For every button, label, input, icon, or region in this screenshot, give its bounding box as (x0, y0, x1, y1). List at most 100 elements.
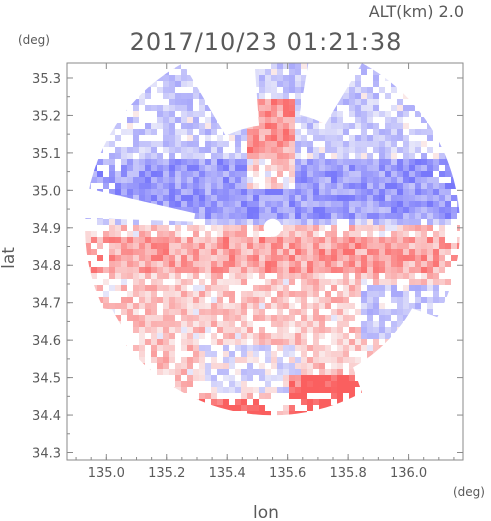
velocity-cell (433, 177, 439, 183)
velocity-cell (235, 309, 241, 315)
velocity-cell (133, 159, 139, 165)
velocity-cell (295, 219, 301, 225)
velocity-cell (343, 345, 349, 351)
velocity-cell (187, 273, 193, 279)
velocity-cell (319, 333, 325, 339)
velocity-cell (193, 261, 199, 267)
velocity-cell (91, 375, 97, 381)
velocity-cell (379, 201, 385, 207)
velocity-cell (253, 189, 259, 195)
velocity-cell (265, 189, 271, 195)
velocity-cell (151, 285, 157, 291)
velocity-cell (289, 255, 295, 261)
velocity-cell (103, 291, 109, 297)
velocity-cell (235, 87, 241, 93)
velocity-cell (319, 75, 325, 81)
velocity-cell (187, 447, 193, 453)
velocity-cell (157, 417, 163, 423)
velocity-cell (331, 381, 337, 387)
velocity-cell (415, 381, 421, 387)
velocity-cell (151, 63, 157, 69)
velocity-cell (169, 63, 175, 69)
velocity-cell (187, 189, 193, 195)
velocity-cell (211, 237, 217, 243)
velocity-cell (415, 243, 421, 249)
velocity-cell (241, 117, 247, 123)
velocity-cell (415, 417, 421, 423)
velocity-cell (193, 93, 199, 99)
velocity-cell (415, 267, 421, 273)
velocity-cell (193, 189, 199, 195)
velocity-cell (253, 429, 259, 435)
velocity-cell (109, 291, 115, 297)
velocity-cell (289, 165, 295, 171)
velocity-cell (367, 213, 373, 219)
velocity-cell (133, 63, 139, 69)
velocity-cell (301, 411, 307, 416)
velocity-cell (181, 129, 187, 135)
velocity-cell (355, 171, 361, 177)
velocity-cell (361, 345, 367, 351)
velocity-cell (319, 225, 325, 231)
velocity-cell (259, 159, 265, 165)
velocity-cell (199, 189, 205, 195)
velocity-cell (235, 399, 241, 405)
velocity-cell (241, 135, 247, 141)
velocity-cell (457, 123, 460, 129)
velocity-cell (271, 105, 277, 111)
velocity-cell (67, 357, 73, 363)
velocity-cell (109, 387, 115, 393)
velocity-cell (193, 339, 199, 345)
velocity-cell (313, 267, 319, 273)
velocity-cell (355, 207, 361, 213)
velocity-cell (169, 219, 175, 225)
velocity-cell (265, 99, 271, 105)
velocity-cell (67, 99, 73, 105)
velocity-cell (217, 423, 223, 429)
velocity-cell (103, 369, 109, 375)
velocity-cell (283, 297, 289, 303)
velocity-cell (223, 375, 229, 381)
velocity-cell (331, 99, 337, 105)
velocity-cell (271, 195, 277, 201)
velocity-cell (85, 447, 91, 453)
velocity-cell (211, 189, 217, 195)
velocity-cell (271, 93, 277, 99)
velocity-cell (175, 261, 181, 267)
velocity-cell (241, 387, 247, 393)
velocity-cell (313, 237, 319, 243)
velocity-cell (67, 105, 73, 111)
velocity-cell (325, 303, 331, 309)
velocity-cell (367, 93, 373, 99)
velocity-cell (247, 297, 253, 303)
velocity-cell (121, 105, 127, 111)
velocity-cell (271, 117, 277, 123)
velocity-cell (433, 75, 439, 81)
velocity-cell (175, 321, 181, 327)
velocity-cell (187, 105, 193, 111)
velocity-cell (241, 171, 247, 177)
velocity-cell (397, 357, 403, 363)
velocity-cell (169, 207, 175, 213)
velocity-cell (325, 315, 331, 321)
velocity-cell (409, 255, 415, 261)
velocity-cell (301, 69, 307, 75)
velocity-cell (397, 249, 403, 255)
velocity-cell (301, 153, 307, 159)
velocity-cell (217, 135, 223, 141)
velocity-cell (211, 375, 217, 381)
velocity-cell (217, 363, 223, 369)
velocity-cell (223, 129, 229, 135)
velocity-cell (157, 339, 163, 345)
velocity-cell (181, 249, 187, 255)
velocity-cell (79, 333, 85, 339)
velocity-cell (409, 321, 415, 327)
velocity-cell (391, 411, 397, 416)
velocity-cell (247, 207, 253, 213)
velocity-cell (451, 63, 457, 69)
velocity-cell (247, 171, 253, 177)
velocity-cell (175, 165, 181, 171)
velocity-cell (169, 141, 175, 147)
velocity-cell (409, 399, 415, 405)
velocity-cell (397, 327, 403, 333)
